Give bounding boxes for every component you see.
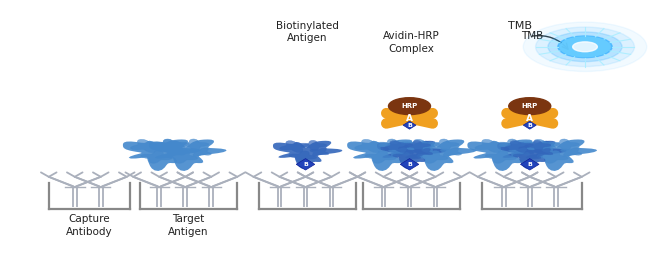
Polygon shape: [301, 140, 326, 151]
Text: Target
Antigen: Target Antigen: [168, 214, 209, 237]
Text: Avidin-HRP
Complex: Avidin-HRP Complex: [383, 31, 440, 54]
Polygon shape: [140, 151, 172, 163]
Polygon shape: [393, 151, 421, 162]
Text: B: B: [527, 162, 532, 167]
Circle shape: [523, 22, 647, 72]
Polygon shape: [377, 141, 447, 169]
Text: TMB: TMB: [508, 21, 532, 31]
Polygon shape: [280, 141, 309, 153]
Polygon shape: [525, 140, 551, 151]
Polygon shape: [289, 151, 317, 162]
Text: Biotinylated
Antigen: Biotinylated Antigen: [276, 21, 339, 43]
Polygon shape: [440, 148, 461, 156]
Circle shape: [536, 27, 634, 67]
Polygon shape: [551, 139, 579, 151]
Polygon shape: [157, 139, 190, 153]
Polygon shape: [519, 139, 597, 171]
Polygon shape: [347, 139, 425, 171]
Polygon shape: [296, 159, 315, 170]
Polygon shape: [190, 148, 211, 156]
Text: B: B: [303, 162, 308, 167]
Polygon shape: [123, 139, 201, 171]
Polygon shape: [534, 148, 553, 156]
Polygon shape: [388, 148, 410, 156]
Polygon shape: [180, 139, 209, 151]
Polygon shape: [504, 141, 534, 153]
Circle shape: [509, 98, 551, 114]
Polygon shape: [154, 139, 183, 151]
Polygon shape: [523, 121, 536, 129]
Polygon shape: [497, 141, 567, 169]
Polygon shape: [405, 140, 430, 151]
Polygon shape: [521, 159, 539, 170]
Text: B: B: [527, 123, 532, 128]
Text: Capture
Antibody: Capture Antibody: [66, 214, 112, 237]
Polygon shape: [273, 141, 343, 169]
Polygon shape: [310, 148, 329, 156]
Circle shape: [389, 98, 430, 114]
Circle shape: [558, 36, 612, 58]
Polygon shape: [508, 148, 530, 156]
Polygon shape: [537, 151, 568, 163]
Polygon shape: [475, 139, 508, 153]
Polygon shape: [384, 141, 413, 153]
Polygon shape: [403, 121, 416, 129]
Polygon shape: [378, 139, 407, 151]
Polygon shape: [399, 139, 477, 171]
Text: B: B: [407, 162, 412, 167]
Text: HRP: HRP: [521, 103, 538, 109]
Polygon shape: [407, 139, 440, 153]
Circle shape: [573, 42, 597, 52]
Text: HRP: HRP: [402, 103, 417, 109]
Polygon shape: [527, 139, 560, 153]
Polygon shape: [560, 148, 582, 156]
Polygon shape: [355, 139, 388, 153]
Polygon shape: [430, 139, 459, 151]
Polygon shape: [417, 151, 448, 163]
Polygon shape: [499, 139, 527, 151]
Circle shape: [548, 32, 622, 62]
Text: A: A: [526, 114, 533, 123]
Polygon shape: [131, 139, 164, 153]
Polygon shape: [166, 151, 198, 163]
Polygon shape: [467, 139, 545, 171]
Polygon shape: [149, 139, 227, 171]
Text: A: A: [406, 114, 413, 123]
Circle shape: [560, 37, 610, 57]
Polygon shape: [414, 148, 433, 156]
Polygon shape: [164, 148, 185, 156]
Polygon shape: [485, 151, 516, 163]
Polygon shape: [400, 159, 419, 170]
Polygon shape: [365, 151, 396, 163]
Polygon shape: [513, 151, 541, 162]
Text: B: B: [407, 123, 412, 128]
Text: TMB: TMB: [521, 31, 543, 41]
